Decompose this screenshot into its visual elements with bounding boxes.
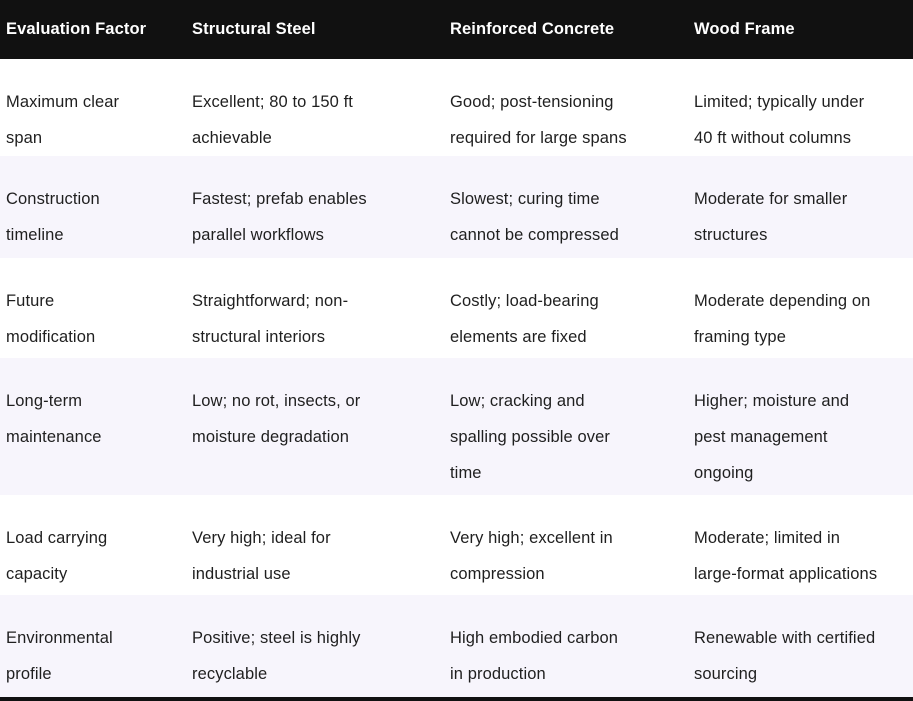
table-row-construction-timeline: Construction timeline Fastest; prefab en…	[0, 156, 913, 258]
cell-wood: Moderate depending on framing type	[694, 292, 871, 346]
cell-steel: Very high; ideal for industrial use	[192, 529, 331, 583]
cell-concrete: High embodied carbon in production	[450, 629, 619, 683]
table-row-environmental-profile: Environmental profile Positive; steel is…	[0, 595, 913, 697]
cell-concrete: Costly; load-bearing elements are fixed	[450, 292, 599, 346]
cell-steel: Fastest; prefab enables parallel workflo…	[192, 190, 367, 244]
cell-steel: Positive; steel is highly recyclable	[192, 629, 361, 683]
cell-steel: Excellent; 80 to 150 ft achievable	[192, 93, 353, 147]
table-row-load-carrying-capacity: Load carrying capacity Very high; ideal …	[0, 495, 913, 595]
cell-factor: Future modification	[6, 292, 96, 346]
cell-concrete: Slowest; curing time cannot be compresse…	[450, 190, 619, 244]
table-row-maximum-clear-span: Maximum clear span Excellent; 80 to 150 …	[0, 59, 913, 156]
cell-concrete: Good; post-tensioning required for large…	[450, 93, 627, 147]
cell-wood: Moderate; limited in large-format applic…	[694, 529, 878, 583]
cell-steel: Straightforward; non- structural interio…	[192, 292, 349, 346]
cell-factor: Long-term maintenance	[6, 392, 102, 446]
table-row-future-modification: Future modification Straightforward; non…	[0, 258, 913, 358]
cell-factor: Load carrying capacity	[6, 529, 108, 583]
column-header-wood-frame: Wood Frame	[694, 20, 795, 38]
table-header-row: Evaluation Factor Structural Steel Reinf…	[0, 0, 913, 59]
cell-concrete: Very high; excellent in compression	[450, 529, 613, 583]
column-header-reinforced-concrete: Reinforced Concrete	[450, 20, 615, 38]
column-header-evaluation-factor: Evaluation Factor	[6, 20, 147, 38]
cell-wood: Higher; moisture and pest management ong…	[694, 392, 850, 482]
cell-wood: Moderate for smaller structures	[694, 190, 848, 244]
cell-factor: Construction timeline	[6, 190, 100, 244]
cell-factor: Environmental profile	[6, 629, 113, 683]
table-row-long-term-maintenance: Long-term maintenance Low; no rot, insec…	[0, 358, 913, 495]
cell-steel: Low; no rot, insects, or moisture degrad…	[192, 392, 361, 446]
table-bottom-border	[0, 697, 913, 701]
cell-wood: Limited; typically under 40 ft without c…	[694, 93, 865, 147]
column-header-structural-steel: Structural Steel	[192, 20, 316, 38]
cell-concrete: Low; cracking and spalling possible over…	[450, 392, 610, 482]
cell-wood: Renewable with certified sourcing	[694, 629, 876, 683]
cell-factor: Maximum clear span	[6, 93, 120, 147]
